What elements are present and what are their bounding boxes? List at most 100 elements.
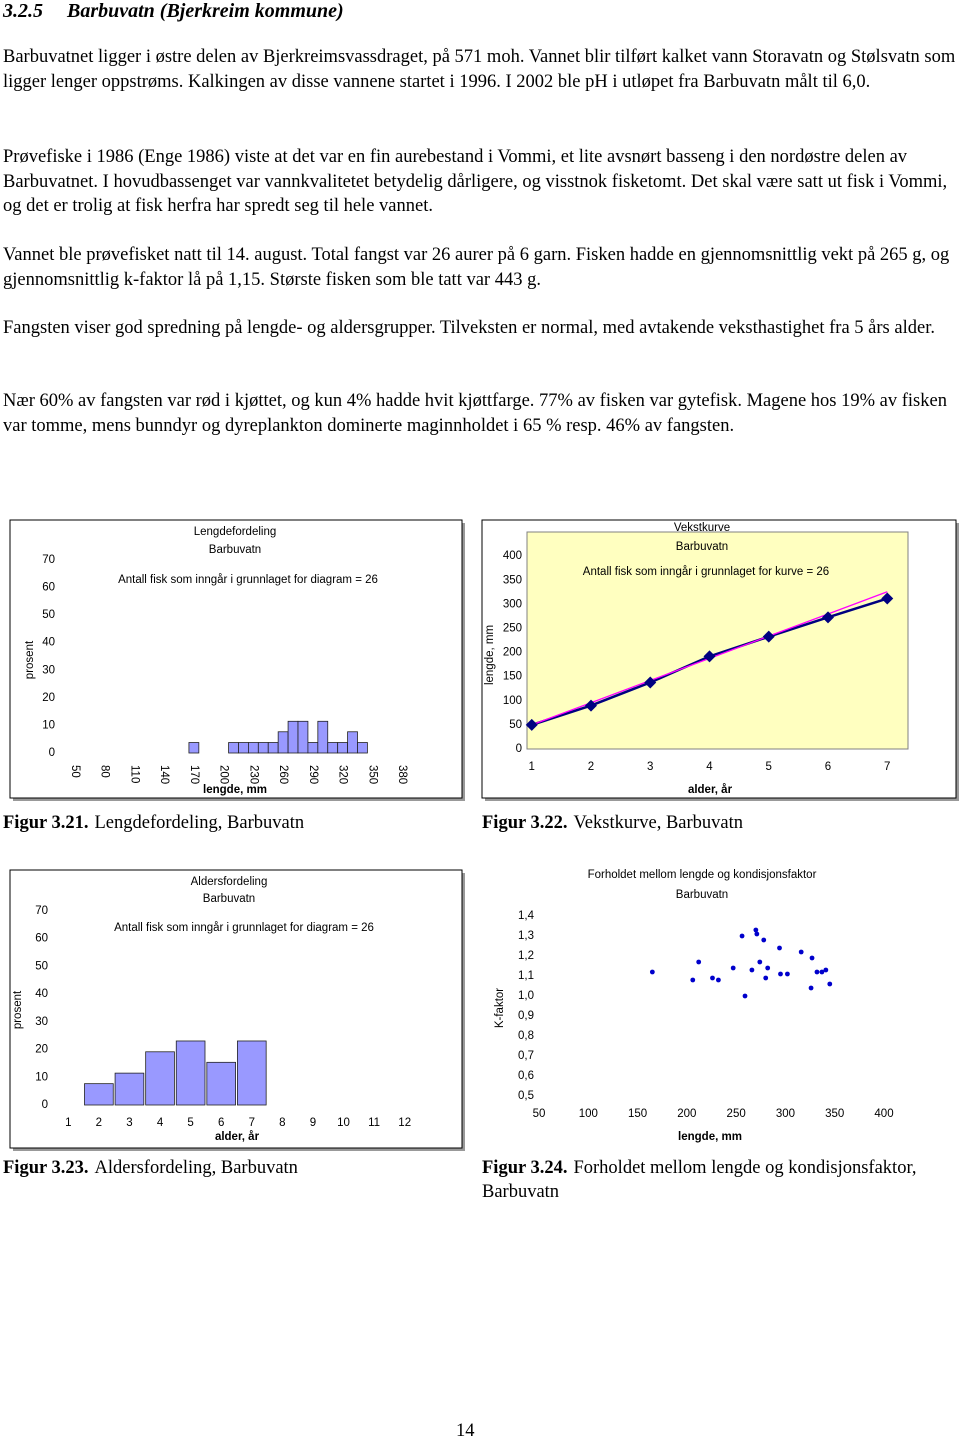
chart-subtitle: Barbuvatn: [676, 541, 728, 553]
x-tick-label: 320: [337, 765, 349, 784]
point: [690, 977, 696, 983]
caption-text: Lengdefordeling, Barbuvatn: [94, 813, 305, 833]
y-tick-label: 0,9: [518, 1010, 534, 1022]
x-tick-label: 140: [158, 765, 170, 784]
x-axis-label: alder, år: [215, 1131, 260, 1143]
x-tick-label: 11: [368, 1117, 380, 1129]
annotation: Antall fisk som inngår i grunnlaget for …: [118, 574, 378, 586]
point-marker: [822, 611, 835, 624]
y-tick-label: 40: [42, 637, 55, 649]
point: [763, 975, 769, 981]
x-tick-label: 50: [533, 1108, 546, 1120]
paragraph: Nær 60% av fangsten var rød i kjøttet, o…: [3, 391, 947, 436]
point: [649, 969, 655, 975]
x-tick-label: 12: [398, 1117, 411, 1129]
y-axis-label: K-faktor: [494, 988, 506, 1028]
x-tick-label: 10: [337, 1117, 350, 1129]
x-tick-label: 2: [588, 761, 594, 773]
heading: 3.2.5 Barbuvatn (Bjerkreim kommune): [3, 0, 344, 23]
point: [742, 993, 748, 999]
point-marker: [881, 592, 894, 605]
annotation: Antall fisk som inngår i grunnlaget for …: [583, 566, 829, 578]
x-tick-label: 380: [396, 765, 408, 784]
y-tick-label: 50: [509, 719, 522, 731]
y-tick-label: 10: [42, 719, 55, 731]
point: [739, 933, 745, 939]
x-axis-label: lengde, mm: [678, 1131, 742, 1143]
y-tick-label: 0: [49, 747, 55, 759]
y-tick-label: 30: [35, 1016, 48, 1028]
paragraph: Barbuvatnet ligger i østre delen av Bjer…: [3, 47, 956, 92]
x-tick-label: 3: [126, 1117, 132, 1129]
y-tick-label: 250: [503, 622, 522, 634]
x-tick-label: 2: [96, 1117, 102, 1129]
bar: [347, 731, 358, 754]
chart-title: Forholdet mellom lengde og kondisjonsfak…: [588, 869, 817, 881]
chart-subtitle: Barbuvatn: [209, 544, 261, 556]
bar: [327, 742, 339, 754]
paragraph: Fangsten viser god spredning på lengde- …: [3, 318, 935, 338]
point: [757, 959, 763, 965]
heading-number: 3.2.5: [3, 0, 43, 22]
paragraph: Vannet ble prøvefisket natt til 14. augu…: [3, 245, 950, 290]
x-tick-label: 1: [65, 1117, 71, 1129]
annotation: Antall fisk som inngår i grunnlaget for …: [114, 922, 374, 934]
y-tick-label: 350: [503, 574, 522, 586]
y-tick-label: 30: [42, 664, 55, 676]
heading-title: Barbuvatn (Bjerkreim kommune): [67, 0, 344, 22]
y-tick-label: 1,3: [518, 930, 534, 942]
point: [730, 965, 736, 971]
point: [798, 949, 804, 955]
point: [809, 955, 815, 961]
point: [778, 971, 783, 977]
paragraph: Prøvefiske i 1986 (Enge 1986) viste at d…: [3, 147, 948, 216]
bar: [357, 742, 368, 754]
y-tick-label: 0: [516, 743, 522, 755]
chart-frame: [9, 869, 463, 1149]
y-tick-label: 0: [42, 1099, 48, 1111]
point: [819, 969, 825, 975]
caption-text: Forholdet mellom lengde og kondisjonsfak…: [482, 1158, 917, 1202]
point-marker: [584, 699, 597, 712]
x-tick-label: 4: [706, 761, 713, 773]
x-axis-label: lengde, mm: [203, 784, 267, 796]
y-axis-label: prosent: [24, 640, 36, 679]
y-tick-label: 0,8: [518, 1030, 534, 1042]
caption-text: Aldersfordeling, Barbuvatn: [94, 1158, 298, 1178]
x-tick-label: 80: [99, 765, 111, 778]
point: [710, 975, 715, 981]
point: [808, 985, 814, 991]
caption: Figur 3.22. Vekstkurve, Barbuvatn: [482, 811, 743, 835]
point: [814, 969, 820, 975]
caption: Figur 3.24. Forholdet mellom lengde og ko…: [482, 1156, 952, 1204]
y-axis-label: prosent: [12, 990, 24, 1029]
chart-subtitle: Barbuvatn: [676, 889, 728, 901]
y-tick-label: 1,0: [518, 990, 534, 1002]
x-axis-label: alder, år: [688, 784, 733, 796]
plot-area: [526, 531, 909, 750]
x-tick-label: 290: [307, 765, 319, 784]
y-tick-label: 0,6: [518, 1070, 534, 1082]
bar: [287, 720, 299, 754]
y-tick-label: 70: [35, 905, 48, 917]
caption-text: Vekstkurve, Barbuvatn: [573, 813, 744, 833]
x-tick-label: 6: [218, 1117, 224, 1129]
x-tick-label: 7: [884, 761, 890, 773]
bar: [248, 742, 259, 754]
x-tick-label: 7: [249, 1117, 255, 1129]
y-tick-label: 20: [35, 1044, 48, 1056]
point: [716, 977, 721, 983]
y-tick-label: 10: [35, 1071, 48, 1083]
y-tick-label: 1,2: [518, 950, 534, 962]
bar: [84, 1083, 114, 1106]
x-tick-label: 6: [825, 761, 831, 773]
x-tick-label: 170: [188, 765, 200, 784]
chart-title: Aldersfordeling: [191, 876, 268, 888]
y-tick-label: 100: [503, 695, 522, 707]
y-tick-label: 0,5: [518, 1090, 534, 1102]
point: [749, 967, 755, 973]
x-tick-label: 5: [766, 761, 772, 773]
x-tick-label: 300: [776, 1108, 795, 1120]
bar: [337, 742, 348, 754]
